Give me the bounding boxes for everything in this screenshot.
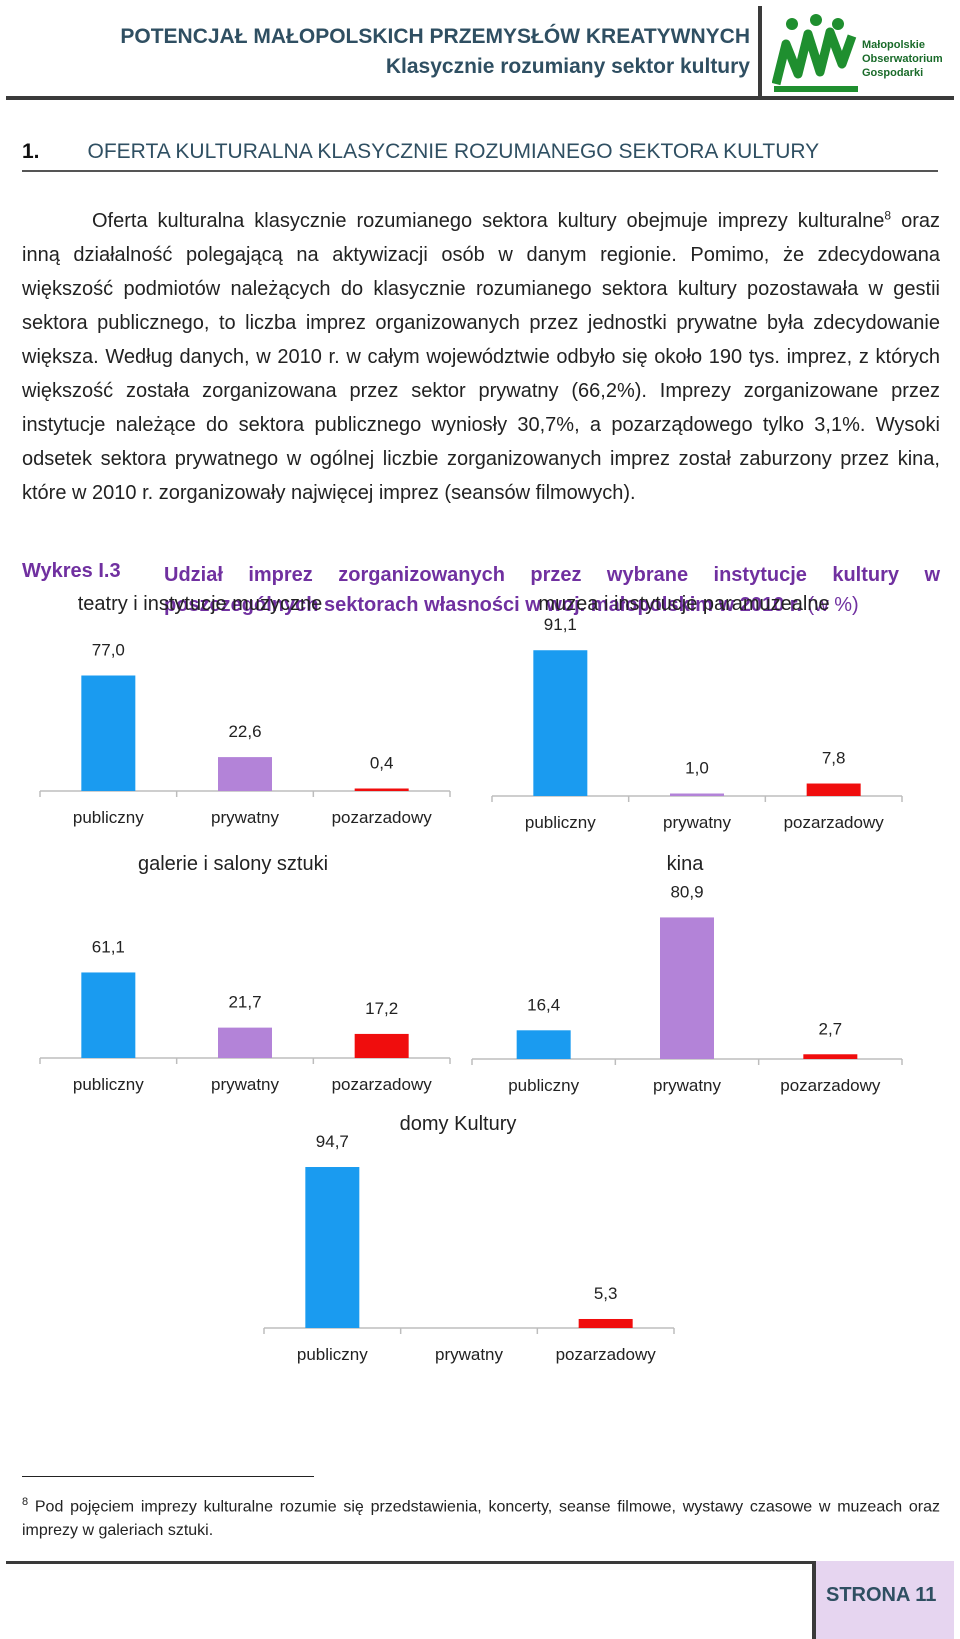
figure-caption-text: Udział imprez zorganizowanych przez wybr… (164, 564, 940, 616)
data-label: 91,1 (544, 615, 577, 634)
category-label: pozarzadowy (332, 808, 433, 827)
section-title: OFERTA KULTURALNA KLASYCZNIE ROZUMIANEGO… (87, 140, 820, 163)
chart-svg: kina 16,4 publiczny 80,9 prywatny 2,7 pozarzad… (471, 853, 903, 1095)
header-line-1: POTENCJAŁ MAŁOPOLSKICH PRZEMYSŁÓW KREATY… (120, 25, 750, 48)
data-label: 2,7 (819, 1019, 843, 1038)
category-label: pozarzadowy (556, 1345, 657, 1364)
figure-caption: Udział imprez zorganizowanych przez wybr… (164, 560, 940, 620)
section-heading: 1. OFERTA KULTURALNA KLASYCZNIE ROZUMIANE… (22, 140, 938, 164)
data-label: 1,0 (685, 759, 709, 778)
figure-caption-unit: (w %) (802, 594, 859, 616)
data-label: 22,6 (228, 722, 261, 741)
header-vertical-divider (758, 6, 762, 98)
category-label: publiczny (525, 813, 596, 832)
bar-pozarzadowy (354, 788, 409, 791)
category-label: publiczny (508, 1076, 579, 1095)
footnote-text: Pod pojęciem imprezy kulturalne rozumie … (22, 1498, 940, 1540)
mog-logo-icon (772, 14, 858, 92)
document-header-title: POTENCJAŁ MAŁOPOLSKICH PRZEMYSŁÓW KREATY… (120, 22, 750, 82)
bar-prywatny (218, 1027, 272, 1058)
data-label: 16,4 (527, 995, 560, 1014)
footnote-number: 8 (22, 1496, 29, 1508)
data-label: 7,8 (822, 749, 846, 768)
header-horizontal-divider (6, 96, 954, 100)
data-label: 61,1 (92, 937, 125, 956)
category-label: prywatny (435, 1345, 504, 1364)
category-label: publiczny (73, 808, 144, 827)
bar-prywatny (670, 793, 724, 796)
data-label: 94,7 (316, 1132, 349, 1151)
category-label: pozarzadowy (780, 1076, 881, 1095)
bar-publiczny (516, 1030, 571, 1059)
chart-muzea: muzea i instytucje paramuzealne 91,1 publi… (491, 588, 903, 833)
footer-divider (6, 1561, 954, 1564)
category-label: prywatny (653, 1076, 722, 1095)
footnote: 8 Pod pojęciem imprezy kulturalne rozumi… (22, 1490, 940, 1543)
data-label: 0,4 (370, 754, 394, 773)
chart-svg: domy Kultury 94,7 publiczny prywatny 5,3 poza… (263, 1113, 675, 1364)
data-label: 21,7 (228, 993, 261, 1012)
bar-pozarzadowy (806, 783, 861, 796)
bar-pozarzadowy (803, 1054, 858, 1059)
category-label: pozarzadowy (332, 1075, 433, 1094)
footnote-reference: 8 (884, 208, 892, 223)
data-label: 5,3 (594, 1284, 618, 1303)
chart-title: muzea i instytucje paramuzealne (538, 593, 829, 615)
body-paragraph: Oferta kulturalna klasycznie rozumianego… (22, 204, 940, 510)
bar-publiczny (533, 650, 588, 796)
category-label: publiczny (73, 1075, 144, 1094)
category-label: prywatny (211, 808, 280, 827)
chart-galerie: galerie i salony sztuki 61,1 publiczny 21,7… (39, 848, 451, 1094)
category-label: prywatny (211, 1075, 280, 1094)
bar-publiczny (305, 1167, 360, 1328)
bar-publiczny (81, 675, 136, 791)
chart-domy-kultury: domy Kultury 94,7 publiczny prywatny 5,3 poza… (263, 1108, 675, 1368)
data-label: 77,0 (92, 641, 125, 660)
category-label: pozarzadowy (784, 813, 885, 832)
page-number: STRONA 11 (826, 1584, 937, 1606)
bar-prywatny (660, 917, 714, 1059)
figure-label: Wykres I.3 (22, 560, 121, 582)
data-label: 80,9 (670, 882, 703, 901)
logo-text-line: Małopolskie (862, 39, 925, 51)
bar-publiczny (81, 972, 136, 1058)
category-label: prywatny (663, 813, 732, 832)
logo-text: Małopolskie Obserwatorium Gospodarki (862, 38, 943, 80)
chart-title: teatry i instytucje muzyczne (78, 593, 323, 615)
logo-text-line: Obserwatorium (862, 53, 943, 65)
category-label: publiczny (297, 1345, 368, 1364)
bar-prywatny (218, 757, 272, 791)
section-number: 1. (22, 140, 40, 163)
paragraph-part-2: oraz inną działalność polegającą na akty… (22, 210, 940, 504)
section-underline (22, 170, 938, 172)
chart-svg: teatry i instytucje muzyczne 77,0 publiczn… (39, 593, 451, 827)
footnote-separator (22, 1476, 314, 1477)
header-line-2: Klasycznie rozumiany sektor kultury (385, 55, 750, 78)
page-number-box (812, 1561, 954, 1639)
data-label: 17,2 (365, 999, 398, 1018)
chart-kina: kina 16,4 publiczny 80,9 prywatny 2,7 pozarzad… (471, 848, 903, 1095)
chart-title: galerie i salony sztuki (138, 853, 328, 875)
paragraph-part-1: Oferta kulturalna klasycznie rozumianego… (92, 210, 885, 232)
chart-teatry: teatry i instytucje muzyczne 77,0 publiczn… (39, 588, 451, 828)
bar-pozarzadowy (578, 1318, 633, 1328)
bar-pozarzadowy (354, 1033, 409, 1058)
chart-svg: galerie i salony sztuki 61,1 publiczny 21,7… (39, 853, 451, 1094)
chart-title: kina (667, 853, 705, 875)
chart-title: domy Kultury (400, 1113, 517, 1135)
logo-text-line: Gospodarki (862, 67, 924, 79)
